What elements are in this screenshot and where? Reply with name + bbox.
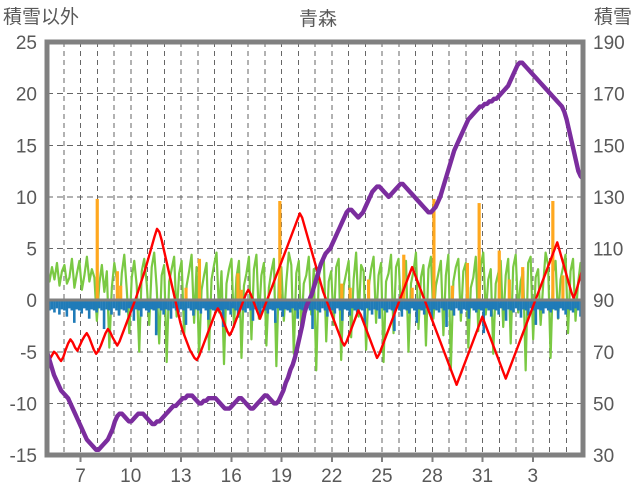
svg-text:7: 7 [75, 466, 86, 487]
svg-text:5: 5 [26, 240, 37, 261]
svg-text:10: 10 [120, 466, 141, 487]
left-axis-caption: 積雪以外 [3, 7, 80, 28]
svg-text:50: 50 [593, 394, 614, 415]
svg-text:15: 15 [16, 136, 37, 157]
series-layer [44, 60, 586, 453]
page-title: 青森 [298, 9, 337, 30]
grid-layer [47, 42, 583, 455]
svg-text:19: 19 [271, 466, 292, 487]
svg-text:110: 110 [593, 240, 623, 261]
svg-text:13: 13 [170, 466, 191, 487]
svg-text:28: 28 [422, 466, 443, 487]
plot-frame [44, 39, 586, 458]
svg-text:150: 150 [593, 136, 625, 157]
svg-text:3: 3 [527, 466, 538, 487]
svg-text:190: 190 [593, 33, 625, 54]
svg-text:-15: -15 [10, 446, 37, 467]
svg-text:30: 30 [593, 446, 614, 467]
svg-text:70: 70 [593, 343, 614, 364]
svg-text:-5: -5 [20, 343, 37, 364]
svg-text:25: 25 [371, 466, 392, 487]
svg-text:20: 20 [16, 85, 37, 106]
svg-text:25: 25 [16, 33, 37, 54]
svg-text:130: 130 [593, 188, 625, 209]
right-axis-caption: 積雪 [593, 7, 632, 28]
axis-ticks: -15 -10 -5 0 5 10 15 20 25 30 50 70 90 110 130 150 170 19… [10, 33, 625, 487]
svg-text:0: 0 [26, 291, 37, 312]
svg-text:16: 16 [221, 466, 242, 487]
svg-text:90: 90 [593, 291, 614, 312]
svg-text:-10: -10 [10, 394, 37, 415]
svg-text:22: 22 [321, 466, 342, 487]
svg-text:10: 10 [16, 188, 37, 209]
svg-text:31: 31 [472, 466, 493, 487]
svg-text:170: 170 [593, 85, 625, 106]
